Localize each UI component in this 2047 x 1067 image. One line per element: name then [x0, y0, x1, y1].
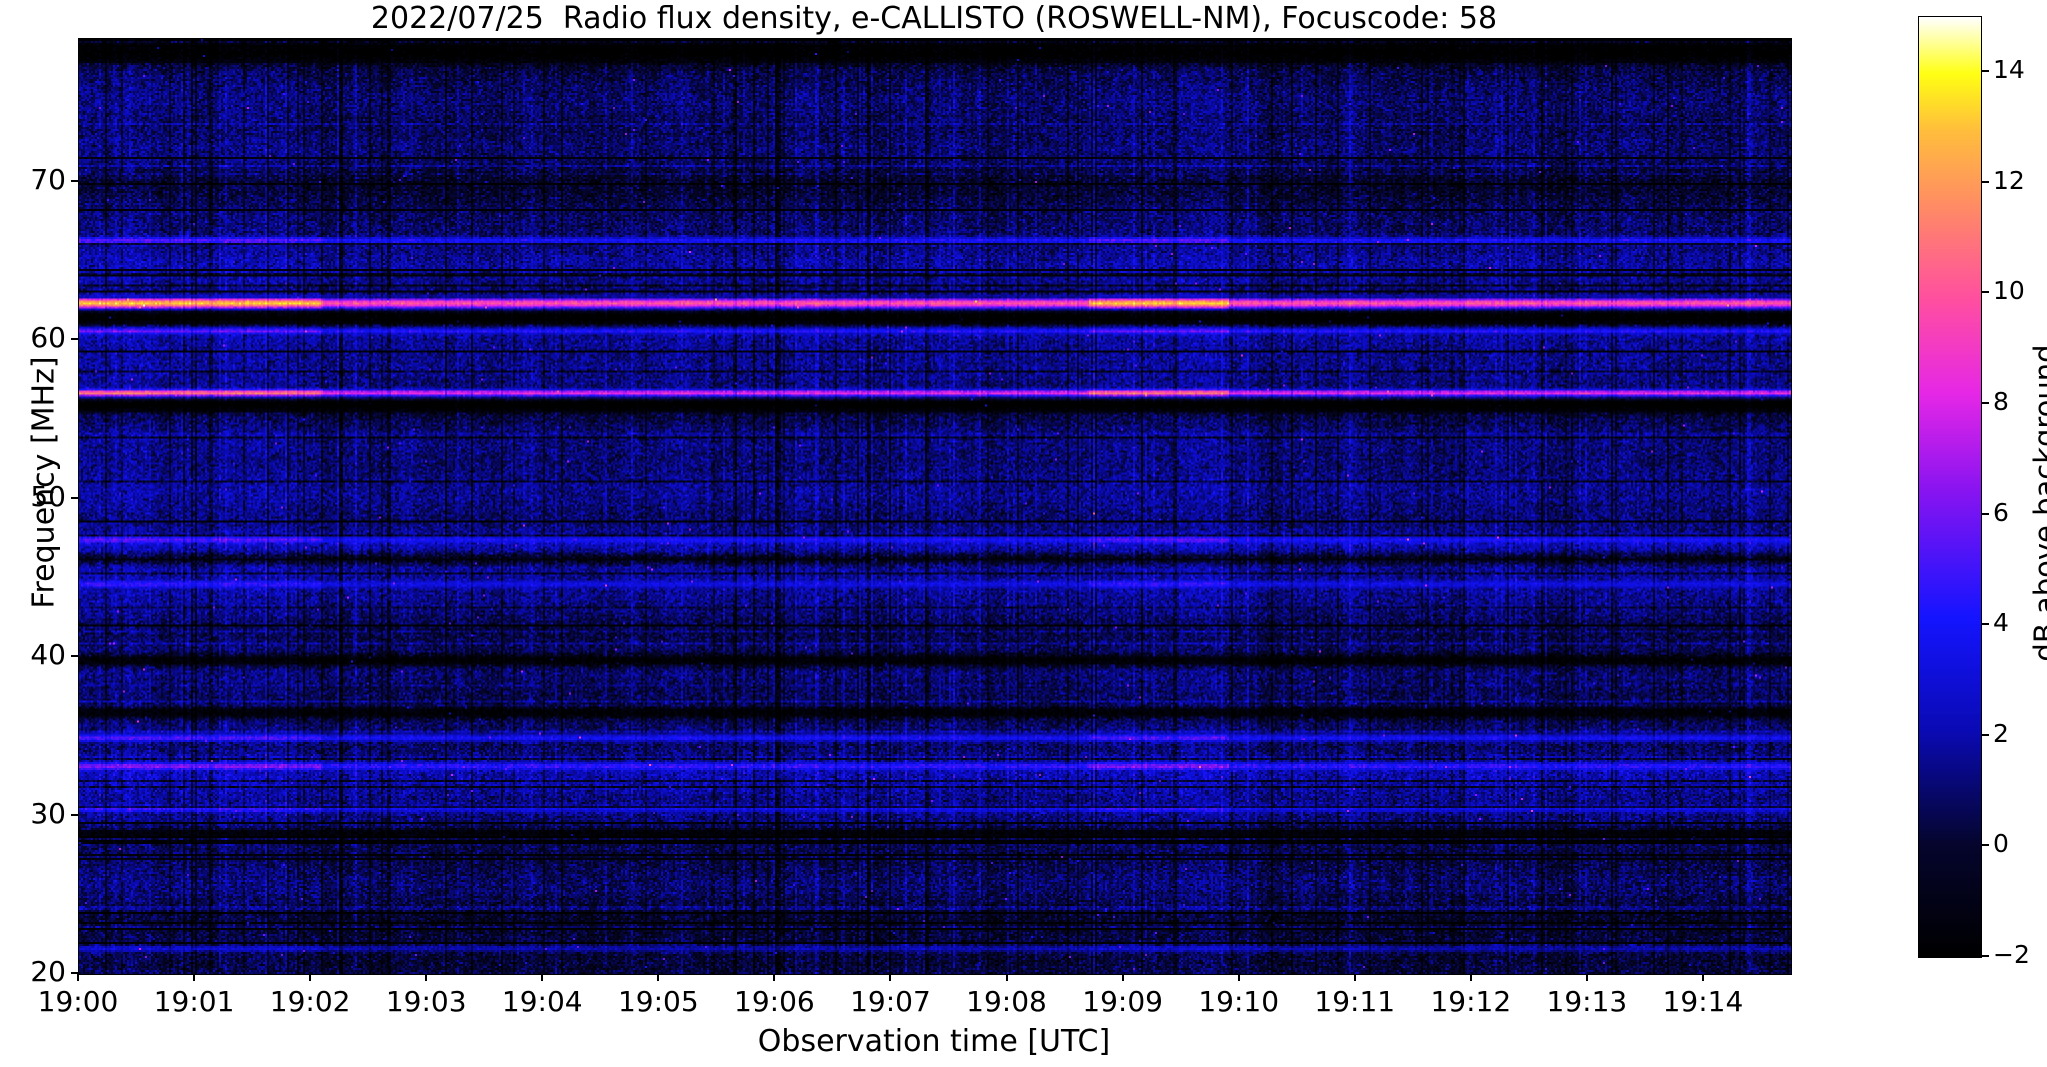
x-tick-mark [1701, 974, 1704, 981]
y-tick-label: 40 [30, 638, 66, 672]
x-tick-mark [657, 974, 660, 981]
colorbar-tick-label: 6 [1993, 497, 2009, 527]
colorbar-tick-label: 0 [1993, 829, 2009, 859]
x-tick-label: 19:06 [734, 985, 815, 1018]
colorbar-tick-mark [1982, 180, 1989, 183]
y-tick-label: 60 [30, 321, 66, 355]
page-title: 2022/07/25 Radio flux density, e-CALLIST… [370, 1, 1498, 36]
colorbar-tick-label: 12 [1993, 165, 2025, 195]
x-tick-mark [1353, 974, 1356, 981]
x-tick-label: 19:08 [966, 985, 1047, 1018]
colorbar-gradient [1919, 17, 1981, 957]
y-tick-mark [71, 813, 78, 816]
x-tick-label: 19:01 [153, 985, 235, 1018]
spectrogram-axes[interactable] [78, 38, 1792, 975]
colorbar-tick-mark [1982, 70, 1989, 73]
colorbar-tick-label: 14 [1993, 55, 2025, 85]
colorbar-tick-label: 8 [1993, 387, 2009, 417]
x-tick-label: 19:09 [1082, 985, 1163, 1018]
x-tick-label: 19:04 [501, 985, 583, 1018]
x-tick-mark [541, 974, 544, 981]
y-tick-label: 50 [30, 479, 66, 513]
x-tick-label: 19:11 [1314, 985, 1396, 1018]
colorbar-tick-mark [1982, 512, 1989, 515]
x-tick-label: 19:10 [1198, 985, 1280, 1018]
x-tick-label: 19:03 [385, 985, 467, 1018]
colorbar-tick-label: −2 [1993, 940, 2030, 969]
colorbar-tick-mark [1982, 291, 1989, 294]
x-tick-label: 19:02 [269, 985, 351, 1018]
y-tick-mark [71, 655, 78, 658]
x-tick-label: 19:05 [617, 985, 699, 1018]
y-tick-label: 20 [30, 955, 66, 988]
y-tick-mark [71, 496, 78, 499]
x-tick-label: 19:12 [1430, 985, 1512, 1018]
x-tick-mark [309, 974, 312, 981]
x-tick-mark [1469, 974, 1472, 981]
x-tick-mark [889, 974, 892, 981]
colorbar-tick-mark [1982, 844, 1989, 847]
colorbar-tick-label: 4 [1993, 608, 2009, 638]
x-tick-label: 19:07 [850, 985, 931, 1018]
colorbar-tick-mark [1982, 955, 1989, 957]
spectrogram-image [79, 39, 1791, 974]
y-tick-mark [71, 972, 78, 974]
x-tick-mark [193, 974, 196, 981]
x-tick-label: 19:00 [37, 985, 119, 1018]
x-axis-label: Observation time [UTC] [757, 1024, 1111, 1059]
x-tick-mark [1121, 974, 1124, 981]
colorbar-tick-label: 2 [1993, 718, 2009, 748]
x-tick-label: 19:14 [1662, 985, 1744, 1018]
x-tick-mark [77, 974, 79, 981]
x-tick-mark [425, 974, 428, 981]
x-tick-label: 19:13 [1546, 985, 1628, 1018]
colorbar-tick-mark [1982, 402, 1989, 405]
y-tick-label: 70 [30, 162, 66, 196]
colorbar-tick-mark [1982, 733, 1989, 736]
x-tick-mark [1585, 974, 1588, 981]
y-tick-mark [71, 179, 78, 182]
x-tick-mark [1005, 974, 1008, 981]
x-tick-mark [773, 974, 776, 981]
colorbar-axes[interactable] [1918, 16, 1982, 958]
y-tick-label: 30 [30, 796, 66, 830]
colorbar-tick-mark [1982, 623, 1989, 626]
y-tick-mark [71, 338, 78, 341]
colorbar-tick-label: 10 [1993, 276, 2025, 306]
x-tick-mark [1237, 974, 1240, 981]
colorbar-label: dB above background [2028, 344, 2047, 662]
